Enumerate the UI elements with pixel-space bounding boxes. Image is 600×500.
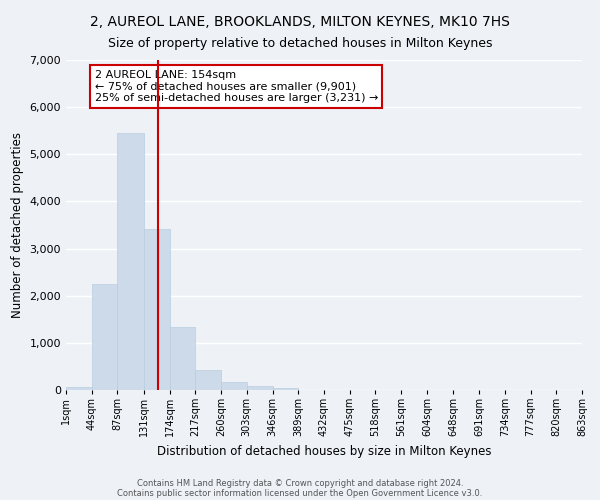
Bar bbox=[66, 388, 92, 390]
Text: Contains public sector information licensed under the Open Government Licence v3: Contains public sector information licen… bbox=[118, 488, 482, 498]
X-axis label: Distribution of detached houses by size in Milton Keynes: Distribution of detached houses by size … bbox=[157, 445, 491, 458]
Bar bbox=[92, 284, 118, 390]
Bar bbox=[195, 370, 221, 390]
Bar bbox=[118, 133, 144, 390]
Text: 2, AUREOL LANE, BROOKLANDS, MILTON KEYNES, MK10 7HS: 2, AUREOL LANE, BROOKLANDS, MILTON KEYNE… bbox=[90, 15, 510, 29]
Text: Contains HM Land Registry data © Crown copyright and database right 2024.: Contains HM Land Registry data © Crown c… bbox=[137, 478, 463, 488]
Text: 2 AUREOL LANE: 154sqm
← 75% of detached houses are smaller (9,901)
25% of semi-d: 2 AUREOL LANE: 154sqm ← 75% of detached … bbox=[95, 70, 378, 103]
Bar bbox=[144, 229, 170, 390]
Bar bbox=[170, 328, 195, 390]
Bar bbox=[272, 388, 298, 390]
Bar bbox=[221, 382, 247, 390]
Y-axis label: Number of detached properties: Number of detached properties bbox=[11, 132, 24, 318]
Text: Size of property relative to detached houses in Milton Keynes: Size of property relative to detached ho… bbox=[108, 38, 492, 51]
Bar bbox=[247, 386, 272, 390]
